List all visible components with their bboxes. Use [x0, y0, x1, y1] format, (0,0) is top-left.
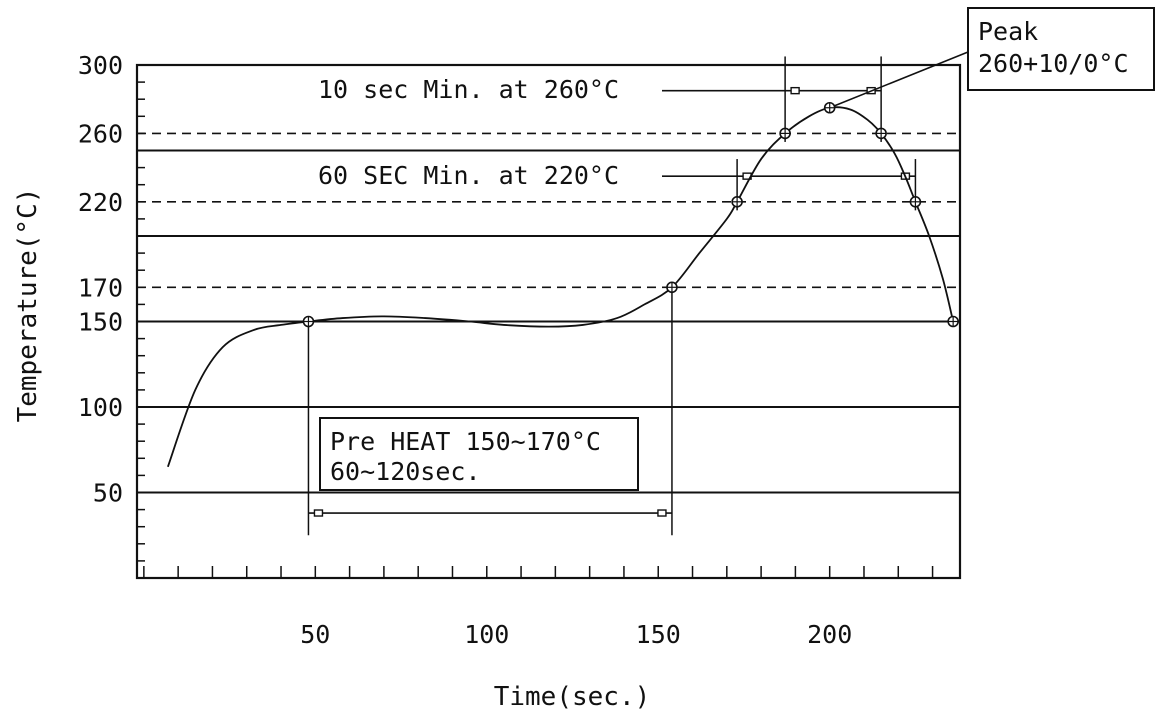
annotation-60sec: 60 SEC Min. at 220°C	[318, 161, 619, 190]
peak-label-line1: Peak	[978, 17, 1038, 46]
annotation-10sec-label: 10 sec Min. at 260°C	[318, 75, 619, 104]
peak-leader-line	[829, 51, 969, 109]
x-tick-label-150: 150	[636, 620, 681, 649]
y-tick-label-300: 300	[78, 51, 123, 80]
dim-preheat-arrow	[313, 509, 324, 517]
y-tick-label-260: 260	[78, 119, 123, 148]
preheat-label-line2: 60~120sec.	[330, 457, 481, 486]
annotation-10sec: 10 sec Min. at 260°C	[318, 75, 619, 104]
series	[167, 101, 959, 468]
preheat-label-line1: Pre HEAT 150~170°C	[330, 427, 601, 456]
y-tick-label-170: 170	[78, 273, 123, 302]
y-axis-title: Temperature(°C)	[13, 188, 43, 423]
y-tick-label-50: 50	[93, 479, 123, 508]
x-tick-label-200: 200	[807, 620, 852, 649]
x-tick-label-50: 50	[300, 620, 330, 649]
dim-preheat-arrow	[657, 509, 667, 517]
peak-label-line2: 260+10/0°C	[978, 49, 1129, 78]
dimension-lines	[307, 51, 969, 536]
y-tick-label-100: 100	[78, 393, 123, 422]
x-tick-label-100: 100	[464, 620, 509, 649]
annotation-peak: Peak 260+10/0°C	[967, 7, 1155, 91]
preheat-label-box	[319, 417, 639, 491]
ticks: 50 100 150 170 220 260 300 50 100 150 200	[78, 51, 934, 649]
dim-10sec-arrow	[790, 86, 800, 95]
y-tick-label-150: 150	[78, 308, 123, 337]
annotation-preheat: Pre HEAT 150~170°C 60~120sec.	[319, 417, 639, 491]
peak-label-box	[967, 7, 1155, 91]
annotation-60sec-label: 60 SEC Min. at 220°C	[318, 161, 619, 190]
y-tick-label-220: 220	[78, 188, 123, 217]
x-axis-title: Time(sec.)	[494, 682, 651, 712]
